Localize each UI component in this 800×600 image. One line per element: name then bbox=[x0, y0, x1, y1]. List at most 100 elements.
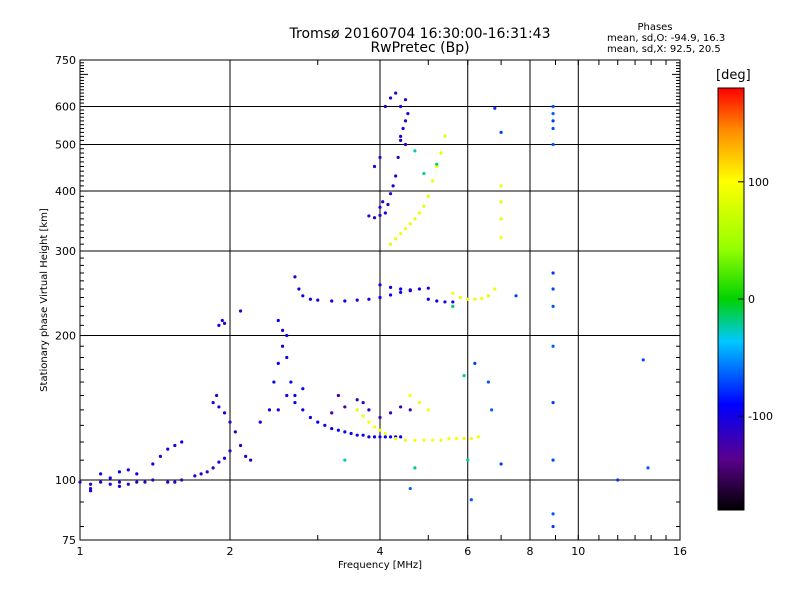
data-point bbox=[417, 211, 422, 215]
data-point bbox=[258, 420, 262, 424]
data-point bbox=[323, 423, 327, 427]
data-point bbox=[378, 213, 382, 217]
data-point bbox=[233, 430, 237, 434]
data-point bbox=[367, 420, 371, 424]
data-point bbox=[469, 436, 473, 441]
data-point bbox=[301, 408, 305, 412]
data-point bbox=[361, 400, 365, 405]
data-point bbox=[469, 498, 473, 502]
data-point bbox=[249, 458, 253, 462]
series-O-F1-upper bbox=[330, 393, 412, 420]
data-point bbox=[293, 393, 297, 398]
data-point bbox=[301, 294, 305, 298]
series-O-F2 bbox=[293, 275, 455, 304]
data-point bbox=[166, 480, 170, 484]
data-point bbox=[117, 480, 122, 484]
x-tick-label: 1 bbox=[77, 545, 84, 558]
data-point bbox=[426, 297, 430, 301]
data-point bbox=[222, 456, 227, 460]
data-point bbox=[408, 393, 412, 398]
data-point bbox=[388, 285, 393, 289]
data-point bbox=[394, 436, 398, 441]
data-point bbox=[330, 411, 334, 415]
data-point bbox=[367, 214, 371, 218]
data-point bbox=[372, 216, 377, 220]
data-point bbox=[244, 454, 248, 459]
data-point bbox=[211, 466, 215, 470]
data-point bbox=[276, 408, 280, 412]
data-point bbox=[408, 288, 412, 292]
data-point bbox=[403, 98, 408, 102]
data-point bbox=[486, 294, 490, 298]
data-point bbox=[499, 200, 503, 204]
series-noise-cool bbox=[343, 149, 470, 470]
data-point bbox=[126, 468, 130, 472]
data-point bbox=[343, 430, 347, 434]
data-point bbox=[417, 287, 422, 291]
data-point bbox=[388, 435, 393, 439]
data-point bbox=[551, 142, 555, 147]
data-point bbox=[199, 472, 203, 476]
data-point bbox=[413, 149, 417, 153]
data-point bbox=[280, 344, 285, 348]
data-point bbox=[646, 466, 650, 470]
data-point bbox=[173, 480, 177, 484]
data-point bbox=[386, 202, 390, 207]
y-tick-label: 500 bbox=[55, 139, 76, 152]
data-point bbox=[308, 297, 313, 301]
chart-title: Tromsø 20160704 16:30:00-16:31:43 bbox=[289, 26, 551, 42]
data-point bbox=[466, 458, 470, 462]
phase-stats-title: Phases bbox=[637, 22, 673, 33]
data-point bbox=[551, 304, 555, 309]
data-point bbox=[151, 462, 155, 466]
data-point bbox=[551, 119, 555, 123]
chart-subtitle: RwPretec (Bp) bbox=[370, 40, 470, 56]
series-O-F2-rise bbox=[367, 91, 410, 220]
data-point bbox=[372, 164, 377, 169]
data-point bbox=[372, 425, 377, 429]
data-point bbox=[551, 400, 555, 405]
data-point bbox=[383, 211, 387, 215]
data-point bbox=[422, 438, 426, 442]
data-point bbox=[217, 323, 221, 327]
series-X-F2 bbox=[388, 134, 503, 301]
data-point bbox=[211, 400, 215, 405]
data-point bbox=[399, 104, 403, 109]
y-tick-label: 100 bbox=[55, 474, 76, 487]
data-point bbox=[215, 393, 219, 398]
series-O-E-cusp bbox=[211, 309, 253, 462]
data-point bbox=[378, 283, 382, 287]
data-point bbox=[330, 426, 334, 431]
x-tick-label: 16 bbox=[673, 545, 687, 558]
data-point bbox=[430, 438, 435, 442]
data-point bbox=[336, 393, 340, 398]
colorbar-tick-label: 0 bbox=[748, 293, 755, 306]
data-point bbox=[458, 295, 463, 300]
data-point bbox=[443, 300, 447, 304]
data-point bbox=[426, 408, 430, 412]
data-point bbox=[394, 174, 398, 178]
colorbar-tick-label: -100 bbox=[748, 410, 773, 423]
data-point bbox=[367, 408, 371, 412]
data-point bbox=[381, 200, 385, 204]
series-O-F1 bbox=[258, 318, 403, 439]
colorbar-tick-label: 100 bbox=[748, 176, 769, 189]
data-point bbox=[330, 299, 334, 303]
data-point bbox=[514, 294, 518, 298]
y-tick-label: 400 bbox=[55, 185, 76, 198]
data-point bbox=[422, 171, 426, 176]
data-point bbox=[272, 380, 276, 384]
data-point bbox=[451, 300, 455, 304]
data-point bbox=[378, 415, 382, 420]
data-point bbox=[403, 438, 408, 442]
data-point bbox=[399, 138, 403, 142]
data-point bbox=[228, 449, 232, 453]
data-point bbox=[349, 431, 353, 436]
data-point bbox=[493, 287, 497, 291]
data-point bbox=[267, 408, 272, 412]
data-point bbox=[378, 435, 382, 439]
data-point bbox=[217, 405, 221, 409]
data-point bbox=[316, 420, 320, 424]
data-point bbox=[238, 309, 243, 313]
